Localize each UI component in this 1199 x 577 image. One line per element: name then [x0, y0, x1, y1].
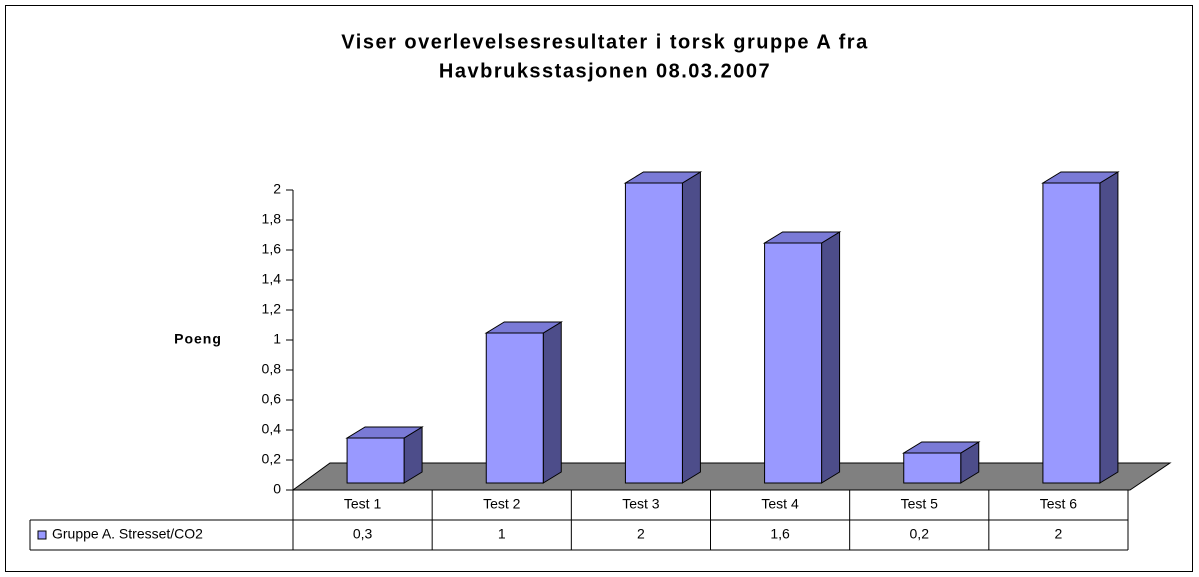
y-tick-label: 2 [273, 181, 281, 197]
floor [291, 462, 1172, 491]
x-tick-label: Test 1 [344, 496, 382, 512]
bar [764, 242, 823, 484]
y-tick-label: 0 [273, 481, 281, 497]
y-tick-label: 1,8 [262, 211, 282, 227]
x-tick-label: Test 4 [761, 496, 799, 512]
data-label: 2 [637, 526, 645, 542]
chart-title: Viser overlevelsesresultater i torsk gru… [341, 31, 868, 53]
y-tick-label: 1,4 [262, 271, 282, 287]
y-tick-label: 1,2 [262, 301, 282, 317]
bar-side [1099, 171, 1119, 484]
chart-title: Havbruksstasjonen 08.03.2007 [439, 60, 771, 82]
y-tick-label: 0,6 [262, 391, 282, 407]
y-tick-label: 0,8 [262, 361, 282, 377]
x-tick-label: Test 3 [622, 496, 660, 512]
data-label: 0,3 [353, 526, 373, 542]
bar [903, 452, 962, 484]
x-tick-label: Test 6 [1040, 496, 1078, 512]
legend-label: Gruppe A. Stresset/CO2 [52, 526, 203, 542]
bar-side [681, 171, 701, 484]
bar [346, 437, 405, 484]
bar-side [542, 321, 562, 484]
bar [624, 182, 683, 484]
y-tick-label: 1 [273, 331, 281, 347]
data-label: 0,2 [910, 526, 930, 542]
bar-side [821, 231, 841, 484]
bar [1042, 182, 1101, 484]
data-label: 2 [1055, 526, 1063, 542]
y-axis-label: Poeng [174, 331, 222, 347]
legend-key [37, 530, 47, 540]
data-label: 1 [498, 526, 506, 542]
x-tick-label: Test 2 [483, 496, 521, 512]
bar [485, 332, 544, 484]
y-tick-label: 0,4 [262, 421, 282, 437]
y-tick-label: 1,6 [262, 241, 282, 257]
x-tick-label: Test 5 [901, 496, 939, 512]
y-tick-label: 0,2 [262, 451, 282, 467]
data-label: 1,6 [770, 526, 790, 542]
